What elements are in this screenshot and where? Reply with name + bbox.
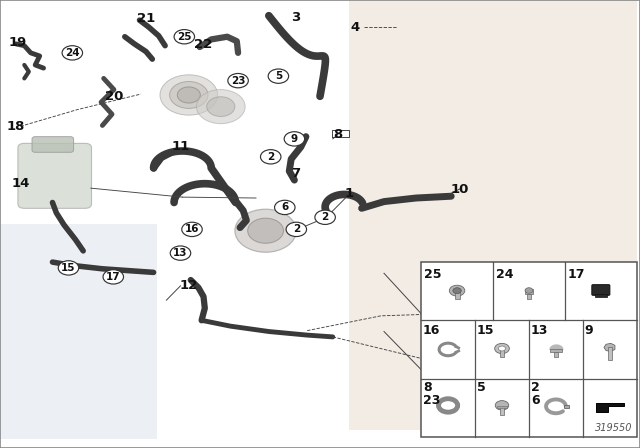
Bar xyxy=(608,347,612,360)
Circle shape xyxy=(453,288,461,293)
Bar xyxy=(500,348,504,357)
Text: 23: 23 xyxy=(231,76,245,86)
Text: 9: 9 xyxy=(585,324,593,337)
Circle shape xyxy=(260,150,281,164)
Text: 319550: 319550 xyxy=(595,423,633,433)
Text: 24: 24 xyxy=(65,48,79,58)
Circle shape xyxy=(170,82,208,108)
Text: 19: 19 xyxy=(9,36,27,49)
Polygon shape xyxy=(596,403,623,412)
FancyBboxPatch shape xyxy=(349,0,637,430)
Circle shape xyxy=(62,46,83,60)
FancyBboxPatch shape xyxy=(32,137,74,152)
Text: 9: 9 xyxy=(291,134,298,144)
Text: 20: 20 xyxy=(105,90,123,103)
Circle shape xyxy=(58,261,79,275)
Text: 5: 5 xyxy=(275,71,282,81)
Text: 2: 2 xyxy=(292,224,300,234)
Text: 8: 8 xyxy=(333,128,342,141)
Circle shape xyxy=(228,73,248,88)
Text: 16: 16 xyxy=(185,224,199,234)
Circle shape xyxy=(286,222,307,237)
Circle shape xyxy=(207,97,235,116)
Text: 7: 7 xyxy=(291,167,300,181)
Bar xyxy=(497,406,507,408)
FancyBboxPatch shape xyxy=(0,224,157,439)
Circle shape xyxy=(177,87,200,103)
Circle shape xyxy=(499,346,506,351)
Polygon shape xyxy=(604,343,615,352)
Circle shape xyxy=(495,343,509,353)
Text: 13: 13 xyxy=(173,248,188,258)
Text: 2: 2 xyxy=(321,212,329,222)
Circle shape xyxy=(275,200,295,215)
Text: 11: 11 xyxy=(172,140,189,154)
Circle shape xyxy=(170,246,191,260)
Bar xyxy=(595,294,607,297)
Text: 17: 17 xyxy=(106,272,120,282)
Text: 21: 21 xyxy=(137,12,155,26)
Bar xyxy=(564,405,569,408)
Text: 13: 13 xyxy=(531,324,548,337)
Circle shape xyxy=(182,222,202,237)
Text: 18: 18 xyxy=(7,120,25,133)
Text: 14: 14 xyxy=(12,177,30,190)
Circle shape xyxy=(103,270,124,284)
Circle shape xyxy=(196,90,245,124)
Text: 6: 6 xyxy=(281,202,289,212)
Bar xyxy=(527,293,531,298)
FancyBboxPatch shape xyxy=(592,284,610,295)
Text: 5: 5 xyxy=(477,381,486,394)
Circle shape xyxy=(174,30,195,44)
Text: 2
6: 2 6 xyxy=(531,381,540,407)
Text: 15: 15 xyxy=(477,324,495,337)
Circle shape xyxy=(160,75,218,115)
Circle shape xyxy=(268,69,289,83)
Bar xyxy=(525,289,533,294)
Circle shape xyxy=(248,218,284,243)
Text: 15: 15 xyxy=(61,263,76,273)
Bar xyxy=(421,262,637,437)
Circle shape xyxy=(449,285,465,296)
Text: 16: 16 xyxy=(423,324,440,337)
Text: 25: 25 xyxy=(424,268,441,281)
Circle shape xyxy=(525,288,533,293)
Text: 1: 1 xyxy=(344,187,353,201)
Text: 22: 22 xyxy=(195,38,212,52)
Text: 17: 17 xyxy=(568,268,585,281)
Text: 24: 24 xyxy=(495,268,513,281)
Text: 2: 2 xyxy=(267,152,275,162)
Circle shape xyxy=(284,132,305,146)
Text: 25: 25 xyxy=(177,32,191,42)
Bar xyxy=(500,407,504,415)
Text: 8
23: 8 23 xyxy=(423,381,440,407)
FancyBboxPatch shape xyxy=(18,143,92,208)
Circle shape xyxy=(495,401,509,410)
Text: 12: 12 xyxy=(180,279,198,293)
Bar xyxy=(454,290,460,299)
Text: 3: 3 xyxy=(291,11,300,25)
Bar xyxy=(554,352,557,357)
Text: 10: 10 xyxy=(451,182,468,196)
Text: 4: 4 xyxy=(351,21,360,34)
Circle shape xyxy=(235,209,296,252)
Bar xyxy=(550,349,563,353)
Circle shape xyxy=(315,210,335,224)
